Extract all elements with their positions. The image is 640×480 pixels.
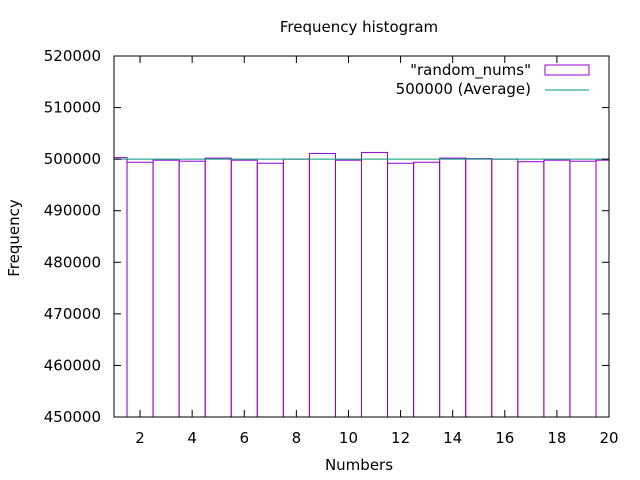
histogram-bar [113, 157, 128, 418]
histogram-bars [113, 151, 610, 418]
y-axis: 450000 460000 470000 480000 490000 500000 5100… [44, 47, 609, 426]
histogram-bar [361, 151, 389, 418]
histogram-bar [569, 160, 597, 418]
histogram-bar [256, 162, 284, 418]
y-tick-label: 510000 [44, 99, 101, 117]
histogram-bar [308, 152, 336, 418]
chart-title: Frequency histogram [280, 18, 438, 36]
x-tick-label: 6 [239, 429, 249, 447]
legend: "random_nums" 500000 (Average) [396, 61, 590, 98]
x-tick-label: 16 [495, 429, 514, 447]
y-tick-label: 490000 [44, 202, 101, 220]
histogram-bar [230, 159, 258, 418]
histogram-bar [543, 159, 571, 418]
y-tick-label: 480000 [44, 253, 101, 271]
histogram-bar [491, 158, 519, 418]
x-tick-label: 12 [391, 429, 410, 447]
y-axis-label: Frequency [5, 199, 23, 277]
histogram-bar [282, 158, 310, 418]
x-tick-label: 8 [292, 429, 302, 447]
histogram-bar [126, 161, 154, 418]
histogram-bar [439, 157, 467, 418]
x-tick-label: 18 [547, 429, 566, 447]
x-tick-label: 4 [187, 429, 197, 447]
y-tick-label: 460000 [44, 356, 101, 374]
x-tick-label: 2 [135, 429, 145, 447]
histogram-bar [178, 160, 206, 418]
y-tick-label: 520000 [44, 47, 101, 65]
plot-frame [113, 55, 610, 418]
y-tick-label: 450000 [44, 408, 101, 426]
histogram-bar [334, 159, 362, 418]
x-axis: 2 4 6 8 10 12 14 16 18 20 [135, 56, 619, 447]
histogram-bar [204, 157, 232, 418]
x-tick-label: 14 [443, 429, 462, 447]
histogram-bar [595, 159, 610, 418]
y-tick-label: 470000 [44, 305, 101, 323]
x-tick-label: 10 [339, 429, 358, 447]
histogram-bar [517, 161, 545, 418]
histogram-bar [413, 161, 441, 418]
legend-label-random-nums: "random_nums" [410, 61, 531, 80]
legend-label-average: 500000 (Average) [396, 80, 531, 98]
y-tick-label: 500000 [44, 150, 101, 168]
histogram-bar [387, 162, 415, 418]
histogram-bar [152, 159, 180, 418]
histogram-bar [465, 158, 493, 418]
x-axis-label: Numbers [325, 456, 393, 474]
legend-swatch-random-nums [544, 64, 590, 76]
x-tick-label: 20 [599, 429, 618, 447]
